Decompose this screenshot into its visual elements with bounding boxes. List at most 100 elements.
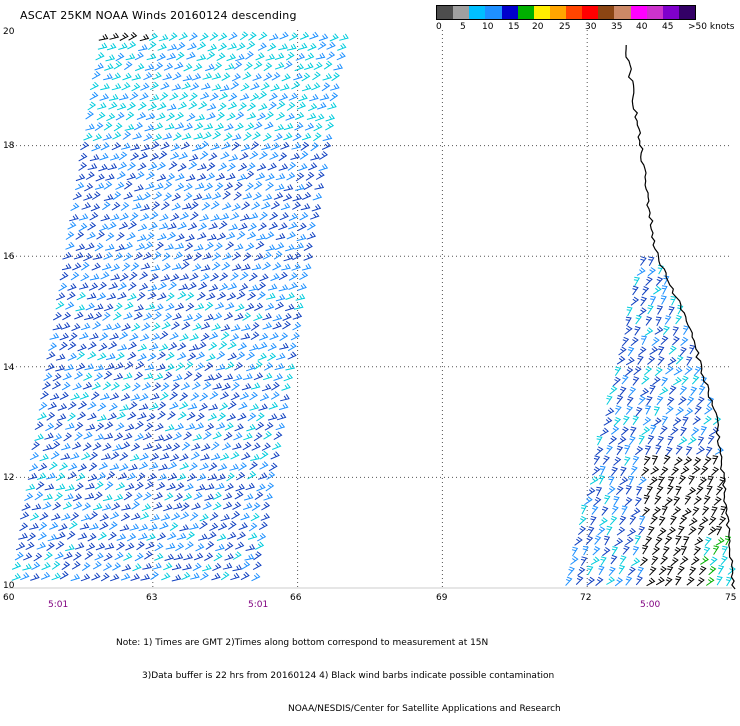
wind-barb xyxy=(221,202,232,210)
wind-barb xyxy=(679,385,688,395)
wind-barb xyxy=(106,471,116,480)
wind-barb xyxy=(138,151,149,160)
wind-barb xyxy=(209,522,219,532)
wind-barb xyxy=(162,252,171,262)
wind-barb xyxy=(58,523,68,531)
wind-barb xyxy=(147,284,158,292)
wind-barb xyxy=(246,363,256,372)
wind-barb xyxy=(219,272,229,282)
wind-barb xyxy=(157,410,166,420)
colorbar-swatch xyxy=(598,6,615,19)
wind-barb xyxy=(189,522,199,530)
wind-barb xyxy=(237,412,247,421)
wind-barb xyxy=(227,341,237,350)
wind-barb xyxy=(203,182,214,191)
wind-barb xyxy=(174,302,185,311)
wind-barb xyxy=(246,424,256,432)
wind-barb xyxy=(96,292,107,301)
wind-barb xyxy=(115,112,125,121)
wind-barb xyxy=(211,323,221,331)
wind-barb xyxy=(103,121,113,131)
wind-barb xyxy=(134,552,144,562)
wind-barb xyxy=(43,493,53,501)
wind-barb xyxy=(333,63,343,71)
wind-barb xyxy=(259,211,268,221)
wind-barb xyxy=(34,421,44,431)
wind-barb xyxy=(42,443,53,452)
wind-barb xyxy=(643,494,650,505)
wind-barb xyxy=(96,111,106,121)
wind-barb xyxy=(614,577,624,587)
wind-barb xyxy=(217,463,228,471)
wind-barb xyxy=(79,391,90,400)
wind-barb xyxy=(202,252,212,260)
wind-barb xyxy=(73,551,82,561)
wind-barb xyxy=(265,231,275,240)
wind-barb xyxy=(642,506,651,517)
wind-barb xyxy=(678,475,687,485)
wind-barb xyxy=(262,312,272,321)
wind-barb xyxy=(656,485,664,495)
wind-barb xyxy=(657,264,664,275)
wind-barb xyxy=(128,220,137,230)
wind-barb xyxy=(47,401,58,410)
wind-barb xyxy=(688,566,697,576)
wind-barb xyxy=(302,191,312,200)
wind-barb xyxy=(55,353,66,361)
wind-barb xyxy=(184,361,194,370)
wind-barb xyxy=(249,150,259,160)
wind-barb xyxy=(80,322,91,331)
wind-barb xyxy=(609,515,618,526)
wind-barb xyxy=(588,526,595,536)
lon-label: 66 xyxy=(290,593,302,603)
wind-barb xyxy=(212,372,223,381)
wind-barb xyxy=(209,391,219,400)
wind-barb xyxy=(265,53,276,61)
wind-barb xyxy=(274,124,285,132)
wind-barb xyxy=(140,203,151,211)
wind-barb xyxy=(691,426,700,437)
lon-label: 72 xyxy=(580,593,592,603)
wind-barb xyxy=(245,51,254,60)
wind-barb xyxy=(200,273,210,282)
wind-barb xyxy=(177,411,187,421)
wind-barb xyxy=(688,517,698,526)
wind-barb xyxy=(250,92,260,102)
wind-barb xyxy=(115,422,125,431)
wind-barb xyxy=(163,503,173,512)
wind-barb xyxy=(660,555,669,565)
wind-barb xyxy=(72,262,82,271)
wind-barb xyxy=(126,172,137,181)
wind-barb xyxy=(708,515,717,526)
wind-barb xyxy=(94,242,104,252)
wind-barb xyxy=(196,291,206,301)
wind-barb xyxy=(109,521,118,531)
wind-barb xyxy=(201,202,211,211)
wind-barb xyxy=(673,366,683,376)
wind-barb xyxy=(150,141,160,150)
wind-barb xyxy=(235,303,245,312)
wind-barb xyxy=(147,472,157,481)
wind-barb xyxy=(134,52,144,61)
wind-barb xyxy=(155,241,164,251)
wind-barb xyxy=(83,132,93,141)
wind-barb xyxy=(620,426,629,436)
wind-barb xyxy=(224,553,234,561)
wind-barb xyxy=(212,312,223,321)
wind-barb xyxy=(654,326,664,335)
wind-barb xyxy=(210,142,220,151)
wind-barb xyxy=(149,402,159,411)
wind-barb xyxy=(86,292,97,300)
wind-barb xyxy=(119,524,130,532)
wind-barb xyxy=(64,363,74,371)
wind-barb xyxy=(250,141,260,151)
wind-barb xyxy=(598,565,605,576)
wind-barb xyxy=(295,293,306,301)
wind-barb xyxy=(624,456,631,466)
wind-barb xyxy=(257,291,266,301)
wind-barb xyxy=(172,132,182,141)
wind-barb xyxy=(98,462,109,470)
wind-barb xyxy=(152,562,162,570)
wind-barb xyxy=(227,400,237,410)
wind-barb xyxy=(212,431,222,440)
